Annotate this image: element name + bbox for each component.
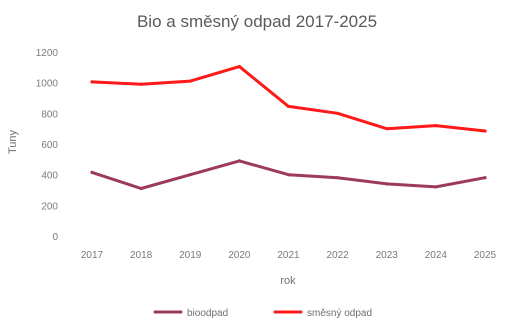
- x-tick-label: 2025: [474, 250, 497, 261]
- data-point: [139, 186, 143, 191]
- data-point: [237, 159, 241, 163]
- data-point: [483, 129, 487, 133]
- x-tick-label: 2017: [81, 250, 104, 261]
- data-point: [483, 176, 487, 180]
- x-tick-label: 2020: [228, 250, 251, 261]
- y-axis-label: Tuny: [7, 129, 19, 154]
- x-axis-label: rok: [280, 275, 296, 287]
- y-tick-label: 800: [41, 109, 58, 120]
- series-line-2: [90, 65, 487, 133]
- data-point: [336, 176, 340, 180]
- data-point: [385, 182, 389, 186]
- y-tick-label: 600: [41, 140, 58, 151]
- data-point: [237, 64, 241, 69]
- x-tick-label: 2021: [277, 250, 300, 261]
- x-tick-label: 2019: [179, 250, 202, 261]
- data-point: [90, 80, 94, 84]
- x-tick-label: 2024: [425, 250, 448, 261]
- data-point: [336, 111, 340, 115]
- legend-label: směsný odpad: [307, 308, 372, 319]
- x-tick-label: 2022: [327, 250, 350, 261]
- data-point: [188, 173, 192, 177]
- y-tick-label: 400: [41, 171, 58, 182]
- y-axis-ticks: 0 200 400 600 800 1000 1200: [36, 48, 59, 243]
- legend: bioodpad směsný odpad: [153, 308, 372, 319]
- legend-label: bioodpad: [187, 308, 228, 319]
- data-point: [188, 79, 192, 83]
- data-point: [434, 124, 438, 128]
- data-point: [434, 185, 438, 189]
- chart-title: Bio a směsný odpad 2017-2025: [137, 12, 377, 31]
- y-tick-label: 200: [41, 201, 58, 212]
- data-point: [286, 104, 291, 109]
- data-point: [385, 127, 389, 131]
- data-point: [286, 173, 291, 177]
- y-tick-label: 1000: [36, 79, 59, 90]
- y-tick-label: 0: [52, 232, 58, 243]
- data-point: [139, 82, 143, 86]
- series-lines: [90, 64, 487, 191]
- y-tick-label: 1200: [36, 48, 59, 59]
- x-axis-ticks: 2017 2018 2019 2020 2021 2022 2023 2024 2025: [81, 250, 497, 261]
- x-tick-label: 2023: [376, 250, 399, 261]
- data-point: [90, 170, 94, 174]
- x-tick-label: 2018: [130, 250, 153, 261]
